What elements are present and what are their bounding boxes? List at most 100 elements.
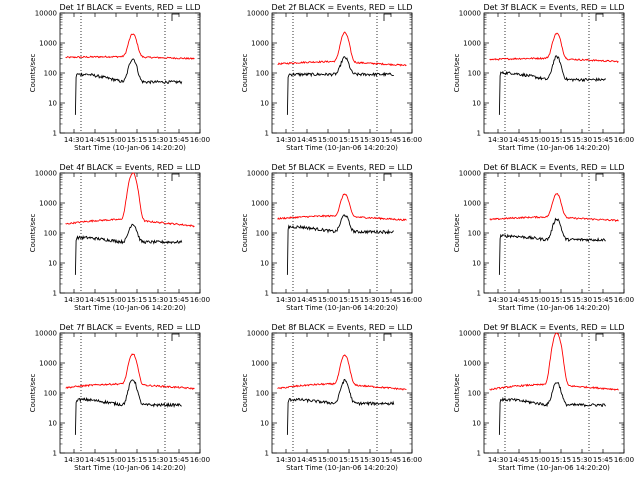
x-tick-label: 15:00 [318, 136, 338, 144]
panel-det-8: Det 8f BLACK = Events, RED = LLD 14:30 14:… [241, 323, 422, 472]
x-tick-label: 15:15 [339, 136, 359, 144]
panel-title: Det 6f BLACK = Events, RED = LLD [483, 163, 624, 172]
x-tick-label: 15:30 [360, 296, 380, 304]
y-tick-label: 1 [477, 130, 481, 138]
y-tick-label: 10 [48, 100, 57, 108]
x-tick-label: 15:00 [106, 296, 126, 304]
x-tick-label: 15:45 [593, 136, 613, 144]
panel-title: Det 7f BLACK = Events, RED = LLD [59, 323, 200, 332]
y-tick-label: 1000 [39, 200, 57, 208]
x-axis-label: Start Time (10-Jan-06 14:20:20) [498, 304, 610, 312]
x-tick-label: 16:00 [614, 296, 634, 304]
events-series-line [498, 55, 607, 115]
y-tick-label: 1 [265, 130, 269, 138]
x-axis-label: Start Time (10-Jan-06 14:20:20) [498, 464, 610, 472]
x-tick-label: 16:00 [402, 136, 422, 144]
x-tick-label: 14:30 [64, 456, 84, 464]
y-tick-label: 1 [53, 130, 57, 138]
y-tick-label: 1 [477, 450, 481, 458]
panel-det-5: Det 5f BLACK = Events, RED = LLD 14:30 14:… [241, 163, 422, 312]
x-tick-label: 15:15 [127, 296, 147, 304]
y-tick-label: 1 [265, 450, 269, 458]
panel-title: Det 4f BLACK = Events, RED = LLD [59, 163, 200, 172]
lld-series-line [489, 332, 619, 391]
x-tick-label: 15:30 [572, 456, 592, 464]
y-tick-label: 100 [468, 230, 481, 238]
y-tick-label: 10000 [459, 330, 481, 338]
corner-marker [595, 173, 603, 181]
x-tick-label: 15:45 [381, 136, 401, 144]
y-axis-label: Counts/sec [241, 54, 249, 93]
lld-series-line [489, 32, 619, 64]
y-axis-label: Counts/sec [29, 54, 37, 93]
y-axis-label: Counts/sec [241, 374, 249, 413]
y-tick-label: 100 [468, 390, 481, 398]
corner-marker [171, 13, 179, 21]
x-tick-label: 14:45 [85, 296, 105, 304]
corner-marker [171, 333, 179, 341]
y-axis-label: Counts/sec [29, 374, 37, 413]
x-tick-label: 16:00 [190, 296, 210, 304]
y-tick-label: 1000 [39, 40, 57, 48]
x-tick-label: 15:15 [127, 456, 147, 464]
x-tick-label: 15:30 [360, 456, 380, 464]
x-tick-label: 15:00 [530, 296, 550, 304]
events-series-line [74, 223, 183, 275]
x-tick-label: 14:30 [64, 136, 84, 144]
x-tick-label: 15:15 [339, 456, 359, 464]
y-tick-label: 10000 [247, 330, 269, 338]
y-tick-label: 1 [265, 290, 269, 298]
y-tick-label: 100 [468, 70, 481, 78]
panel-title: Det 8f BLACK = Events, RED = LLD [271, 323, 412, 332]
y-tick-label: 10 [48, 420, 57, 428]
x-axis-label: Start Time (10-Jan-06 14:20:20) [286, 144, 398, 152]
y-tick-label: 10 [260, 420, 269, 428]
lld-series-line [277, 193, 407, 222]
x-tick-label: 14:30 [276, 456, 296, 464]
x-tick-label: 15:15 [551, 296, 571, 304]
x-axis-label: Start Time (10-Jan-06 14:20:20) [286, 464, 398, 472]
y-tick-label: 1 [477, 290, 481, 298]
x-tick-label: 14:45 [297, 456, 317, 464]
x-tick-label: 15:00 [318, 456, 338, 464]
y-axis-label: Counts/sec [29, 214, 37, 253]
events-series-line [286, 378, 395, 435]
x-tick-label: 14:45 [297, 136, 317, 144]
x-tick-label: 14:45 [85, 136, 105, 144]
events-series-line [74, 379, 182, 435]
corner-marker [595, 333, 603, 341]
x-tick-label: 14:45 [85, 456, 105, 464]
y-tick-label: 10000 [247, 10, 269, 18]
y-tick-label: 1000 [463, 40, 481, 48]
lld-series-line [65, 172, 195, 228]
y-tick-label: 1000 [463, 200, 481, 208]
panel-det-2: Det 2f BLACK = Events, RED = LLD 14:30 14:… [241, 3, 422, 152]
x-tick-label: 15:15 [339, 296, 359, 304]
y-tick-label: 1000 [251, 200, 269, 208]
panel-det-7: Det 7f BLACK = Events, RED = LLD 14:30 14:… [29, 323, 210, 472]
lld-series-line [277, 31, 407, 67]
panel-title: Det 3f BLACK = Events, RED = LLD [483, 3, 624, 12]
y-axis-label: Counts/sec [453, 54, 461, 93]
y-tick-label: 10000 [247, 170, 269, 178]
x-tick-label: 15:30 [360, 136, 380, 144]
x-tick-label: 15:45 [169, 296, 189, 304]
x-tick-label: 15:45 [169, 136, 189, 144]
x-tick-label: 14:30 [488, 456, 508, 464]
y-tick-label: 1000 [251, 40, 269, 48]
panel-det-6: Det 6f BLACK = Events, RED = LLD 14:30 14:… [453, 163, 634, 312]
x-tick-label: 14:45 [509, 296, 529, 304]
y-tick-label: 1000 [463, 360, 481, 368]
x-axis-label: Start Time (10-Jan-06 14:20:20) [74, 144, 186, 152]
panel-det-3: Det 3f BLACK = Events, RED = LLD 14:30 14:… [453, 3, 634, 152]
x-tick-label: 15:30 [572, 136, 592, 144]
corner-marker [595, 13, 603, 21]
panel-title: Det 1f BLACK = Events, RED = LLD [59, 3, 200, 12]
x-tick-label: 15:15 [551, 456, 571, 464]
y-tick-label: 1000 [251, 360, 269, 368]
y-tick-label: 10000 [459, 170, 481, 178]
x-tick-label: 14:30 [488, 136, 508, 144]
y-tick-label: 1 [53, 290, 57, 298]
x-tick-label: 14:45 [509, 136, 529, 144]
